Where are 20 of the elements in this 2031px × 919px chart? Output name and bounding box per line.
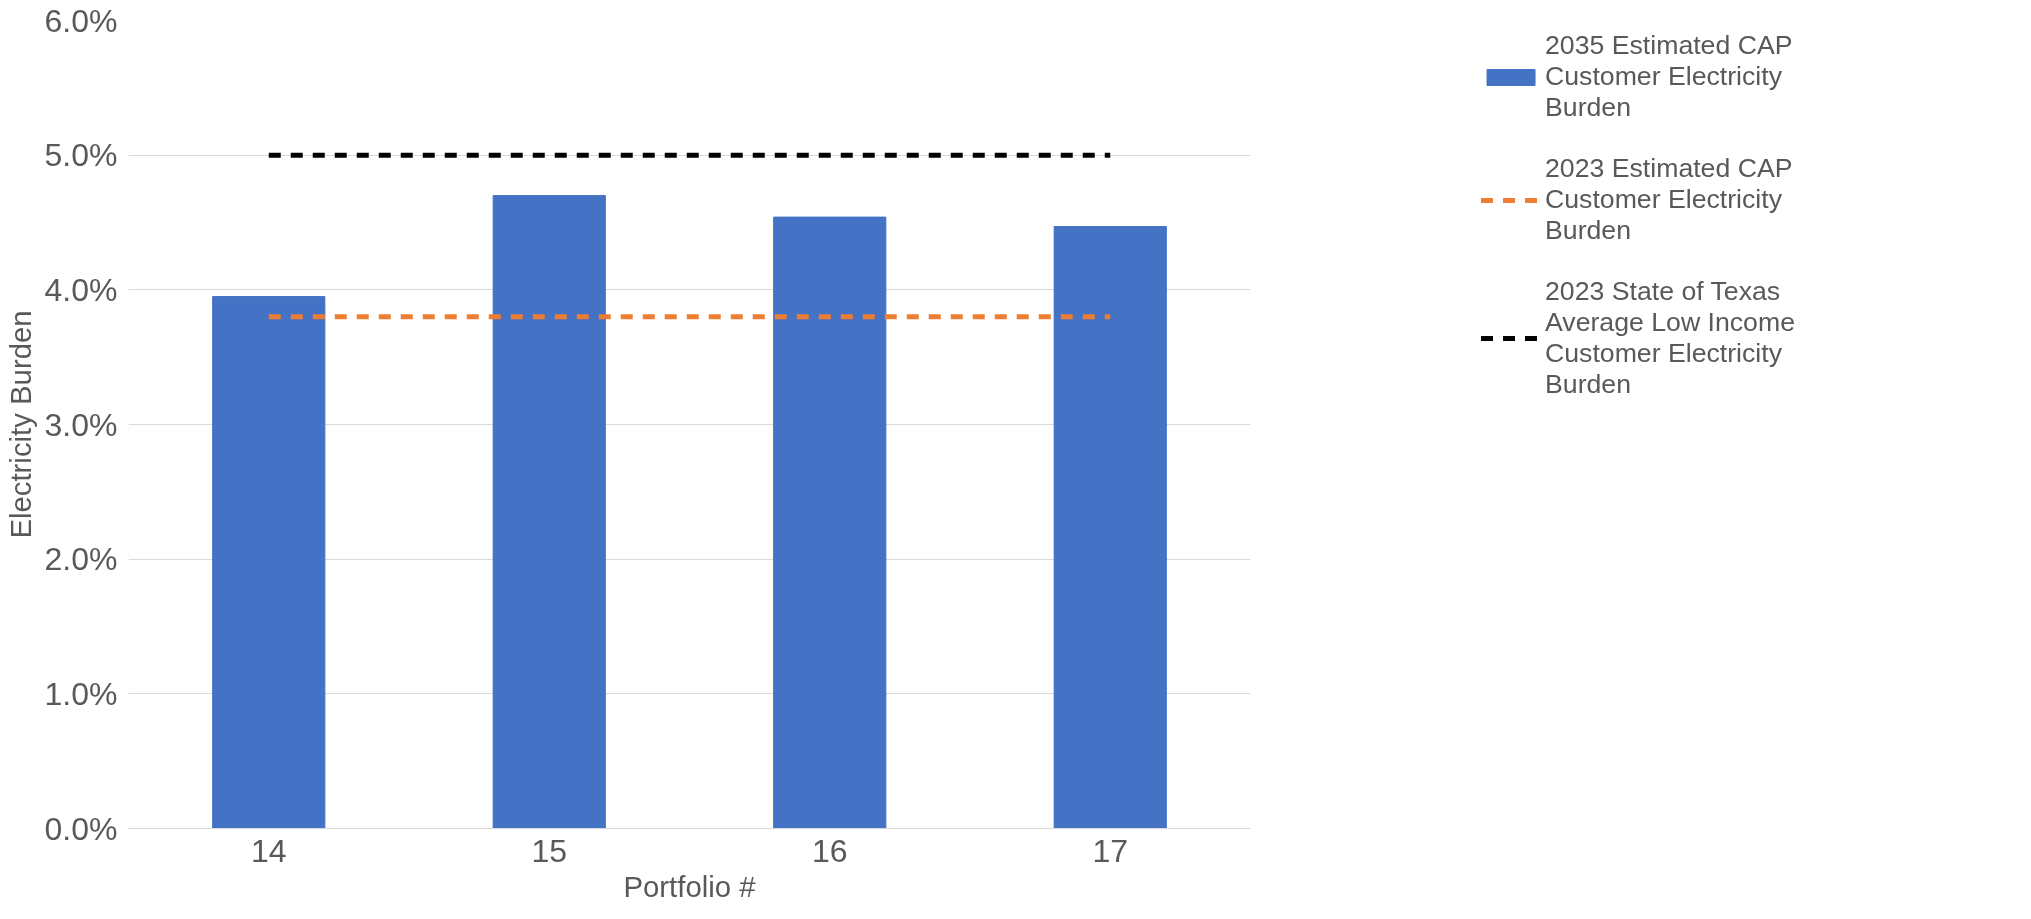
legend-label: 2023 Estimated CAP Customer Electricity Burden — [1545, 153, 1793, 246]
y-axis-title: Electricity Burden — [3, 310, 37, 539]
x-tick-label: 16 — [811, 832, 848, 869]
bar — [212, 296, 326, 829]
y-tick-label: 4.0% — [44, 271, 118, 308]
y-tick-label: 6.0% — [44, 2, 118, 39]
bar — [773, 216, 887, 829]
y-tick-label: 0.0% — [44, 810, 118, 847]
y-tick-label: 5.0% — [44, 137, 118, 174]
legend-label: 2035 Estimated CAP Customer Electricity Burden — [1545, 30, 1793, 123]
x-tick-label: 14 — [250, 832, 287, 869]
bar — [492, 195, 606, 829]
y-tick-label: 3.0% — [44, 406, 118, 443]
x-tick-label: 17 — [1092, 832, 1129, 869]
y-tick-label: 1.0% — [44, 675, 118, 712]
x-tick-label: 15 — [531, 832, 568, 869]
bar — [1053, 226, 1167, 829]
y-tick-label: 2.0% — [44, 541, 118, 578]
legend-label: 2023 State of Texas Average Low Income Customer Electricity Burden — [1545, 276, 1795, 400]
x-axis-title: Portfolio # — [623, 869, 757, 903]
